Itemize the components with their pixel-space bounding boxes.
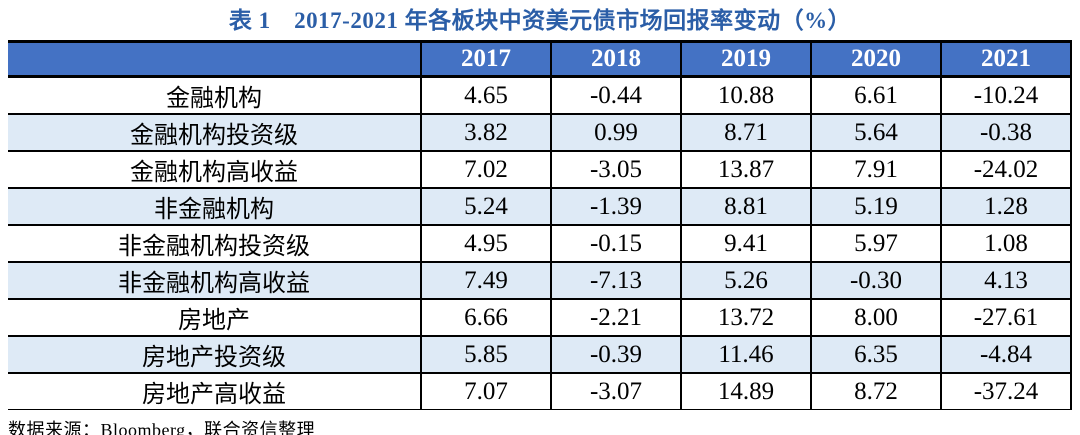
value-cell: -37.24: [940, 372, 1072, 410]
source-note: 数据来源：Bloomberg，联合资信整理: [8, 420, 316, 435]
year-header-2019: 2019: [680, 40, 812, 78]
value-cell: 13.87: [680, 150, 812, 189]
row-label: 金融机构高收益: [8, 150, 422, 189]
value-cell: -4.84: [940, 335, 1072, 374]
value-cell: 11.46: [680, 335, 812, 374]
row-label: 金融机构投资级: [8, 113, 422, 152]
returns-table: 2017 2018 2019 2020 2021 金融机构 4.65 -0.44 10.88 6…: [8, 40, 1072, 410]
row-label: 房地产高收益: [8, 372, 422, 410]
value-cell: 5.64: [810, 113, 942, 152]
value-cell: 8.71: [680, 113, 812, 152]
value-cell: 4.95: [420, 224, 552, 263]
row-label: 金融机构: [8, 75, 422, 115]
value-cell: -24.02: [940, 150, 1072, 189]
value-cell: 10.88: [680, 75, 812, 115]
value-cell: -0.30: [810, 261, 942, 300]
value-cell: 5.19: [810, 187, 942, 226]
year-header-2018: 2018: [550, 40, 682, 78]
value-cell: -27.61: [940, 298, 1072, 337]
row-label: 非金融机构: [8, 187, 422, 226]
value-cell: 3.82: [420, 113, 552, 152]
value-cell: -2.21: [550, 298, 682, 337]
value-cell: 4.13: [940, 261, 1072, 300]
value-cell: 5.26: [680, 261, 812, 300]
table-row: 金融机构投资级 3.82 0.99 8.71 5.64 -0.38: [8, 113, 1072, 152]
value-cell: 5.85: [420, 335, 552, 374]
value-cell: 7.02: [420, 150, 552, 189]
row-label: 非金融机构投资级: [8, 224, 422, 263]
table-row: 房地产高收益 7.07 -3.07 14.89 8.72 -37.24: [8, 372, 1072, 410]
table-row: 房地产 6.66 -2.21 13.72 8.00 -27.61: [8, 298, 1072, 337]
table-header-row: 2017 2018 2019 2020 2021: [8, 40, 1072, 78]
value-cell: -1.39: [550, 187, 682, 226]
value-cell: -3.05: [550, 150, 682, 189]
value-cell: 1.28: [940, 187, 1072, 226]
value-cell: -0.44: [550, 75, 682, 115]
table-title: 表 1 2017-2021 年各板块中资美元债市场回报率变动（%）: [228, 8, 852, 33]
value-cell: 5.24: [420, 187, 552, 226]
value-cell: -0.15: [550, 224, 682, 263]
value-cell: 5.97: [810, 224, 942, 263]
value-cell: -0.39: [550, 335, 682, 374]
table-row: 金融机构 4.65 -0.44 10.88 6.61 -10.24: [8, 75, 1072, 115]
value-cell: 8.72: [810, 372, 942, 410]
value-cell: 6.66: [420, 298, 552, 337]
year-header-2017: 2017: [420, 40, 552, 78]
year-header-2020: 2020: [810, 40, 942, 78]
table-row: 非金融机构投资级 4.95 -0.15 9.41 5.97 1.08: [8, 224, 1072, 263]
table-body: 金融机构 4.65 -0.44 10.88 6.61 -10.24 金融机构投资级 3.82 0…: [8, 75, 1072, 410]
row-label: 非金融机构高收益: [8, 261, 422, 300]
table-row: 金融机构高收益 7.02 -3.05 13.87 7.91 -24.02: [8, 150, 1072, 189]
table-row: 非金融机构 5.24 -1.39 8.81 5.19 1.28: [8, 187, 1072, 226]
value-cell: 1.08: [940, 224, 1072, 263]
value-cell: -3.07: [550, 372, 682, 410]
value-cell: 13.72: [680, 298, 812, 337]
value-cell: 8.00: [810, 298, 942, 337]
value-cell: -0.38: [940, 113, 1072, 152]
value-cell: 0.99: [550, 113, 682, 152]
table-row: 房地产投资级 5.85 -0.39 11.46 6.35 -4.84: [8, 335, 1072, 374]
value-cell: 4.65: [420, 75, 552, 115]
value-cell: 14.89: [680, 372, 812, 410]
row-label: 房地产投资级: [8, 335, 422, 374]
value-cell: 7.49: [420, 261, 552, 300]
corner-header-cell: [8, 40, 422, 78]
value-cell: 7.91: [810, 150, 942, 189]
value-cell: 9.41: [680, 224, 812, 263]
table-row: 非金融机构高收益 7.49 -7.13 5.26 -0.30 4.13: [8, 261, 1072, 300]
value-cell: -10.24: [940, 75, 1072, 115]
row-label: 房地产: [8, 298, 422, 337]
value-cell: 7.07: [420, 372, 552, 410]
value-cell: 8.81: [680, 187, 812, 226]
value-cell: 6.35: [810, 335, 942, 374]
year-header-2021: 2021: [940, 40, 1072, 78]
value-cell: 6.61: [810, 75, 942, 115]
value-cell: -7.13: [550, 261, 682, 300]
